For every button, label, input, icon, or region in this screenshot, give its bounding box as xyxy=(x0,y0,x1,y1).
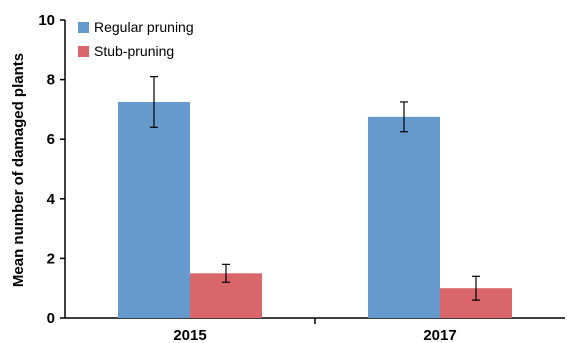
plot-area: 0 2 4 6 8 10 2015 2017 xyxy=(38,12,565,343)
y-tick-label: 0 xyxy=(47,310,55,327)
x-tick-label: 2015 xyxy=(173,327,206,343)
legend-swatch xyxy=(78,46,89,57)
legend-label: Stub-pruning xyxy=(94,43,174,59)
bar-regular-pruning-2017 xyxy=(368,116,440,318)
y-tick-label: 6 xyxy=(47,131,55,148)
legend-swatch xyxy=(78,22,89,33)
y-tick-label: 2 xyxy=(47,250,55,267)
y-axis-title: Mean number of damaged plants xyxy=(10,53,27,287)
bar-regular-pruning-2015 xyxy=(118,101,190,318)
y-tick-label: 4 xyxy=(47,191,56,208)
x-tick-label: 2017 xyxy=(423,327,456,343)
y-tick-label: 10 xyxy=(38,12,55,29)
legend-label: Regular pruning xyxy=(94,19,194,35)
y-tick-label: 8 xyxy=(47,72,55,89)
legend: Regular pruning Stub-pruning xyxy=(78,19,194,59)
